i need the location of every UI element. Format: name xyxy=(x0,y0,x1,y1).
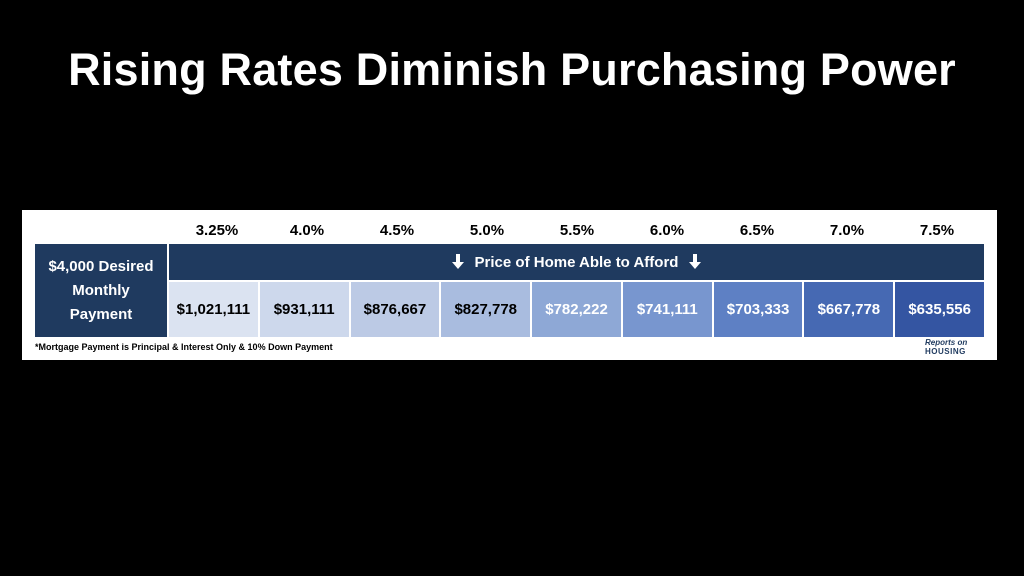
arrow-down-icon xyxy=(451,254,464,269)
row-label-line-1: $4,000 Desired xyxy=(48,257,154,275)
rate-header: 7.5% xyxy=(919,222,955,239)
reports-on-housing-logo: Reports on HOUSING xyxy=(925,338,985,358)
price-cell: $741,111 xyxy=(622,282,712,337)
arrow-down-icon xyxy=(689,254,702,269)
rate-header: 4.0% xyxy=(289,222,325,239)
row-label-line-2: Monthly xyxy=(72,281,130,299)
price-cell: $635,556 xyxy=(895,282,985,337)
row-label-line-3: Payment xyxy=(69,305,133,323)
rate-header: 6.5% xyxy=(739,222,775,239)
price-cell: $1,021,111 xyxy=(169,282,258,337)
rate-header: 5.5% xyxy=(559,222,595,239)
rate-header: 5.0% xyxy=(469,222,505,239)
price-values-row: $1,021,111 $931,111 $876,667 $827,778 $782,2… xyxy=(169,282,985,337)
rate-header: 3.25% xyxy=(195,222,239,239)
price-cell: $931,111 xyxy=(259,282,349,337)
price-header-text: Price of Home Able to Afford xyxy=(474,253,679,271)
logo-line-2: HOUSING xyxy=(925,347,966,356)
price-cell: $667,778 xyxy=(804,282,894,337)
price-cell: $876,667 xyxy=(350,282,440,337)
affordability-table-card: 3.25% 4.0% 4.5% 5.0% 5.5% 6.0% 6.5% 7.0% 7.5% $4… xyxy=(22,210,997,360)
rate-header: 6.0% xyxy=(649,222,685,239)
interest-rates-row: 3.25% 4.0% 4.5% 5.0% 5.5% 6.0% 6.5% 7.0% 7.5% xyxy=(172,220,983,242)
logo-line-1: Reports on xyxy=(925,338,968,347)
price-cell: $827,778 xyxy=(441,282,531,337)
price-header-bar: Price of Home Able to Afford xyxy=(169,244,984,280)
rate-header: 7.0% xyxy=(829,222,865,239)
price-cell: $782,222 xyxy=(532,282,621,337)
footnote: *Mortgage Payment is Principal & Interes… xyxy=(35,342,333,352)
price-cell: $703,333 xyxy=(713,282,803,337)
slide-title: Rising Rates Diminish Purchasing Power xyxy=(68,44,956,95)
row-label: $4,000 Desired Monthly Payment xyxy=(35,244,167,337)
rate-header: 4.5% xyxy=(379,222,415,239)
